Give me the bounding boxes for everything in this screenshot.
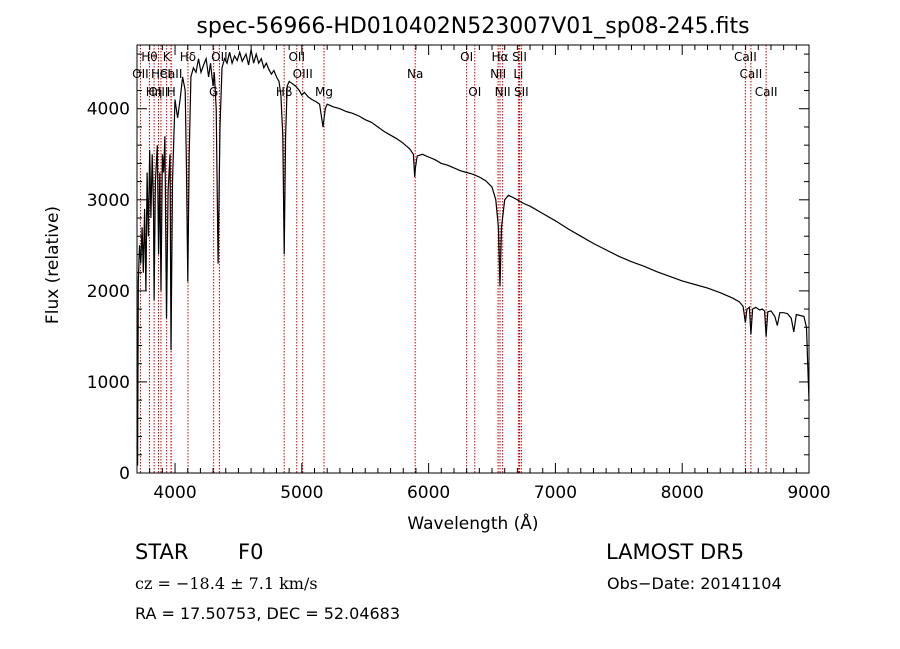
y-tick-label-3000: 3000 bbox=[87, 191, 130, 211]
y-tick-label-0: 0 bbox=[119, 464, 130, 484]
spectral-line-markers bbox=[139, 45, 767, 473]
line-label-24: NII bbox=[495, 85, 511, 99]
x-tick-label-7000: 7000 bbox=[534, 483, 577, 503]
line-label-19: H bbox=[167, 85, 176, 99]
x-tick-label-4000: 4000 bbox=[153, 483, 196, 503]
object-subclass: F0 bbox=[238, 540, 264, 564]
line-label-10: HeI bbox=[151, 67, 171, 81]
spectrum-line bbox=[136, 49, 810, 466]
line-label-5: OI bbox=[460, 50, 473, 64]
redshift-readout: cz = −18.4 ± 7.1 km/s bbox=[135, 574, 318, 593]
line-label-15: Li bbox=[513, 67, 523, 81]
x-tick-label-5000: 5000 bbox=[280, 483, 323, 503]
object-class: STAR bbox=[135, 540, 189, 564]
x-tick-label-8000: 8000 bbox=[661, 483, 704, 503]
y-axis-label: Flux (relative) bbox=[43, 206, 63, 324]
line-label-9: OII bbox=[132, 67, 149, 81]
line-label-22: Mg bbox=[315, 85, 333, 99]
line-label-16: CaII bbox=[740, 67, 763, 81]
line-label-7: SII bbox=[512, 50, 527, 64]
chart-title: spec-56966-HD010402N523007V01_sp08-245.f… bbox=[196, 14, 749, 39]
line-label-2: Hδ bbox=[180, 50, 196, 64]
y-tick-label-4000: 4000 bbox=[87, 100, 130, 120]
x-axis-label: Wavelength (Å) bbox=[407, 512, 538, 534]
line-label-17: OIII bbox=[148, 85, 168, 99]
line-label-25: SII bbox=[514, 85, 529, 99]
line-label-26: CaII bbox=[755, 85, 778, 99]
line-label-13: Na bbox=[407, 67, 423, 81]
x-axis: 4000 5000 6000 7000 8000 9000 bbox=[149, 45, 831, 503]
line-label-0: Hθ bbox=[141, 50, 157, 64]
y-axis: 0 1000 2000 3000 4000 bbox=[87, 53, 809, 484]
y-tick-label-1000: 1000 bbox=[87, 373, 130, 393]
line-label-8: CaII bbox=[734, 50, 757, 64]
plot-frame bbox=[136, 44, 810, 474]
line-label-1: K bbox=[163, 50, 172, 64]
line-label-12: OIII bbox=[293, 67, 313, 81]
line-label-23: OI bbox=[468, 85, 481, 99]
line-label-18: Hη bbox=[146, 85, 163, 99]
line-label-14: NII bbox=[490, 67, 506, 81]
y-tick-label-2000: 2000 bbox=[87, 282, 130, 302]
sky-coordinates: RA = 17.50753, DEC = 52.04683 bbox=[135, 604, 401, 623]
line-label-20: G bbox=[209, 85, 218, 99]
line-label-6: Hα bbox=[492, 50, 509, 64]
line-label-21: Hβ bbox=[276, 85, 293, 99]
observation-date: Obs−Date: 20141104 bbox=[607, 574, 782, 593]
line-label-4: OII bbox=[288, 50, 305, 64]
line-label-3: OII bbox=[211, 50, 228, 64]
line-label-11: CaII bbox=[160, 67, 183, 81]
x-tick-label-6000: 6000 bbox=[407, 483, 450, 503]
x-tick-label-9000: 9000 bbox=[787, 483, 830, 503]
survey-name: LAMOST DR5 bbox=[606, 540, 745, 564]
